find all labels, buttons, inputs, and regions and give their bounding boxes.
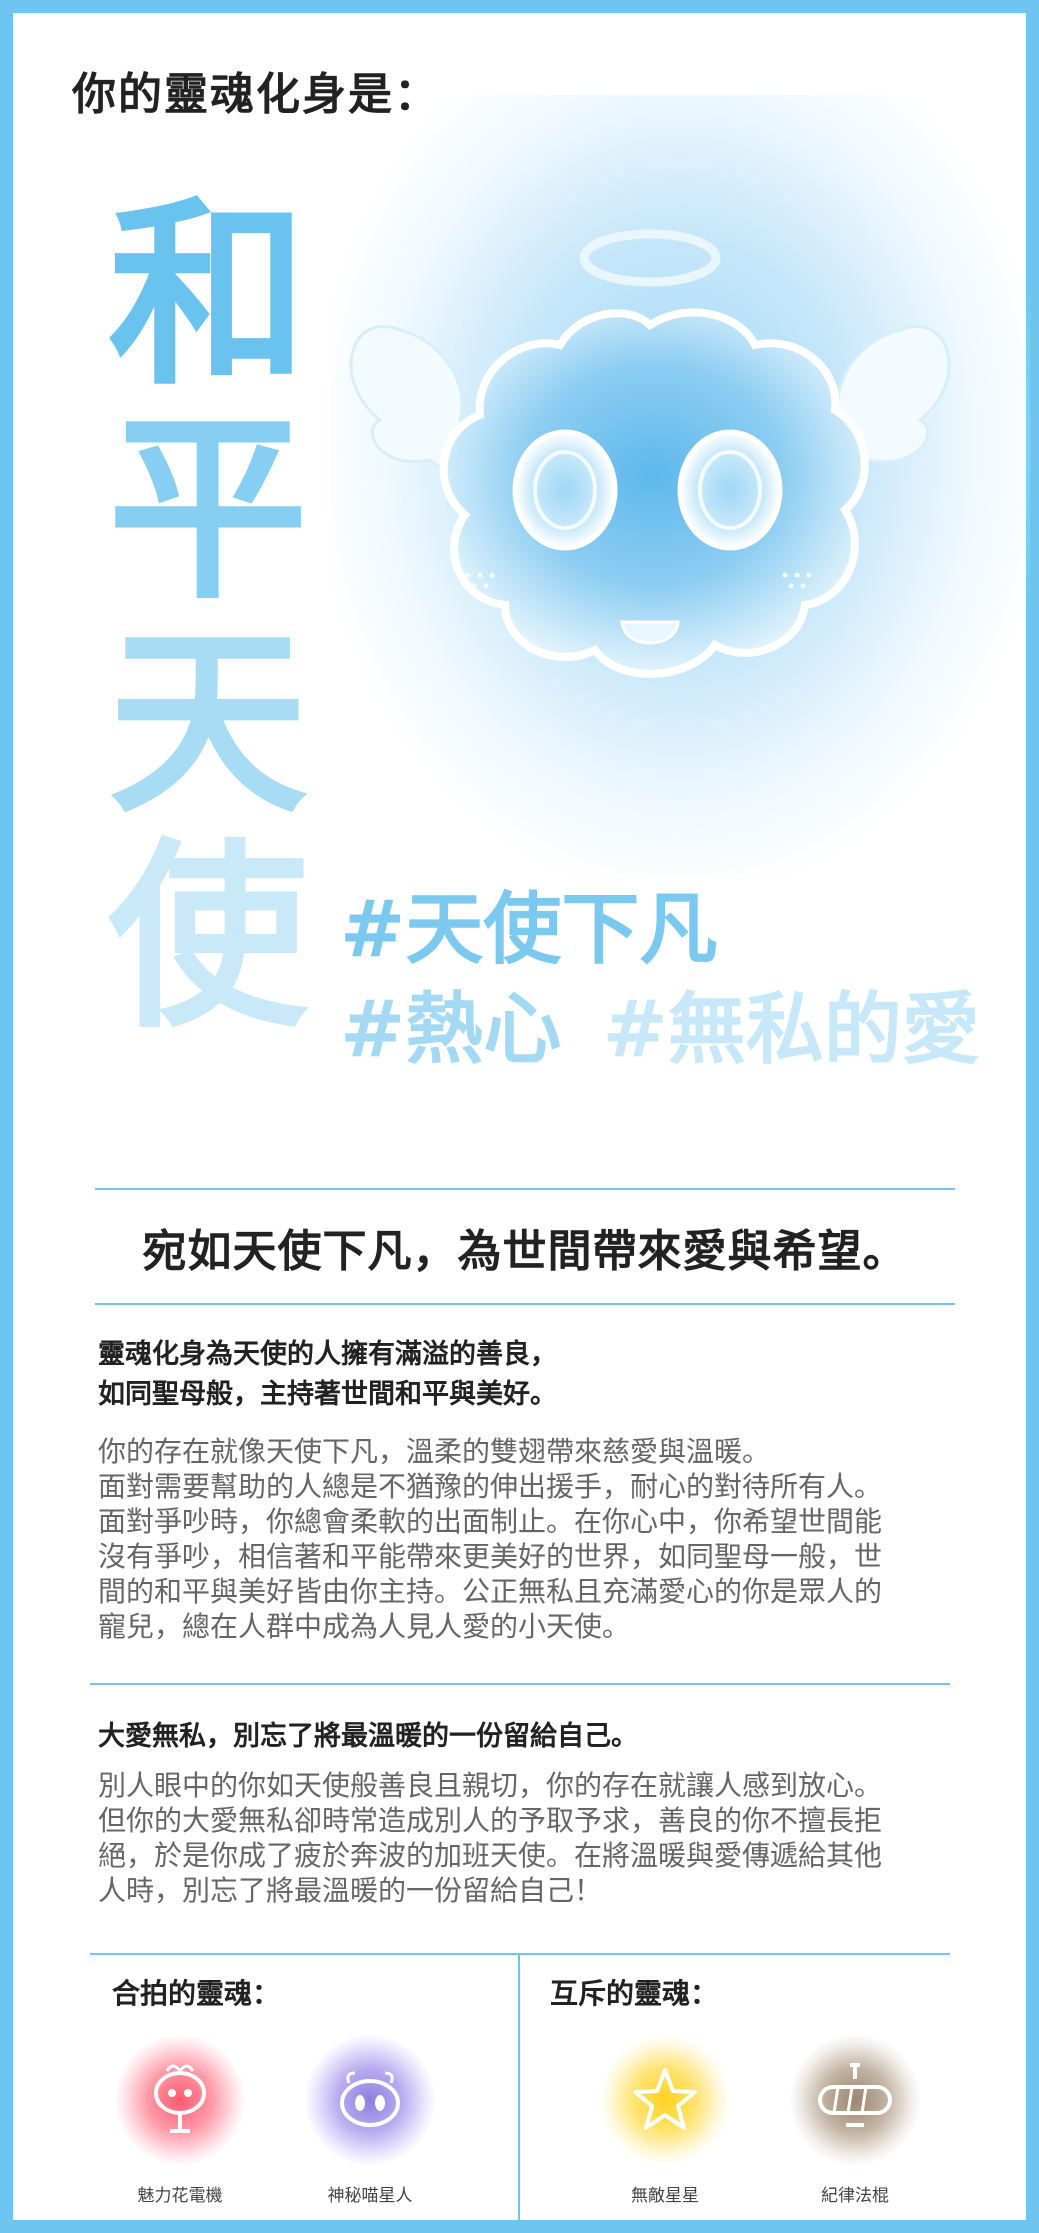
star-icon xyxy=(600,2035,730,2165)
hashtag: #熱心 xyxy=(340,985,562,1075)
soul-card-discipline-baguette[interactable]: 紀律法棍 xyxy=(770,2035,940,2206)
section2-body: 別人眼中的你如天使般善良且親切，你的存在就讓人感到放心。 但你的大愛無私卻時常造… xyxy=(98,1769,883,1907)
divider xyxy=(90,1683,950,1685)
soul-title-char: 和 xyxy=(108,180,309,413)
hashtags: #天使下凡 #熱心 #無私的愛 xyxy=(340,880,994,1080)
soul-card-invincible-star[interactable]: 無敵星星 xyxy=(580,2035,750,2206)
flower-machine-icon xyxy=(115,2035,245,2165)
angel-cloud-mascot-illustration xyxy=(349,229,951,678)
left-wing-icon xyxy=(349,325,465,468)
compatible-souls-title: 合拍的靈魂： xyxy=(112,1977,281,2010)
incompatible-souls-title: 互斥的靈魂： xyxy=(550,1977,719,2010)
soul-card-mysterious-cat-alien[interactable]: 神秘喵星人 xyxy=(285,2035,455,2206)
soul-title-char: 天 xyxy=(108,608,309,841)
section1-heading: 靈魂化身為天使的人擁有滿溢的善良， 如同聖母般，主持著世間和平與美好。 xyxy=(98,1339,557,1410)
right-wing-icon xyxy=(835,325,951,468)
cat-alien-icon xyxy=(305,2035,435,2165)
right-eye xyxy=(677,429,783,551)
cloud-body xyxy=(439,308,869,678)
section2-heading: 大愛無私，別忘了將最溫暖的一份留給自己。 xyxy=(98,1721,638,1752)
halo-icon xyxy=(579,229,721,287)
soul-title: 和 平 天 使 xyxy=(108,190,308,1046)
soul-name: 紀律法棍 xyxy=(821,2186,889,2206)
soul-card-charm-flower-machine[interactable]: 魅力花電機 xyxy=(95,2035,265,2206)
mouth xyxy=(620,620,680,645)
divider xyxy=(95,1303,955,1305)
soul-name: 魅力花電機 xyxy=(137,2186,223,2206)
page-heading: 你的靈魂化身是： xyxy=(72,69,440,120)
divider xyxy=(95,1188,955,1190)
left-eye xyxy=(512,429,618,551)
hashtag: #無私的愛 xyxy=(602,985,980,1075)
slogan: 宛如天使下凡，為世間帶來愛與希望。 xyxy=(142,1226,908,1277)
blush-dots xyxy=(465,572,812,589)
vertical-divider xyxy=(518,1955,520,2220)
hashtag: #天使下凡 xyxy=(340,885,718,975)
soul-name: 無敵星星 xyxy=(631,2186,699,2206)
soul-name: 神秘喵星人 xyxy=(327,2186,413,2206)
baguette-icon xyxy=(790,2035,920,2165)
soul-title-char: 使 xyxy=(108,822,309,1055)
divider xyxy=(90,1953,950,1955)
section1-body: 你的存在就像天使下凡，溫柔的雙翅帶來慈愛與溫暖。 面對需要幫助的人總是不猶豫的伸… xyxy=(98,1435,883,1643)
soul-title-char: 平 xyxy=(108,394,309,627)
